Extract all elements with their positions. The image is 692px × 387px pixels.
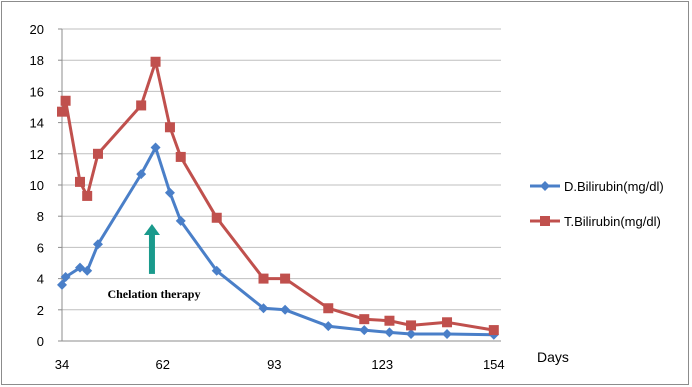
legend: D.Bilirubin(mg/dl) T.Bilirubin(mg/dl) xyxy=(530,179,664,229)
data-point xyxy=(175,151,186,162)
data-point xyxy=(150,56,161,67)
gridlines xyxy=(62,28,501,311)
x-axis-title: Days xyxy=(537,349,569,365)
y-tick-label: 4 xyxy=(37,272,44,287)
y-tick-label: 6 xyxy=(37,240,44,255)
data-point xyxy=(92,148,103,159)
legend-entry: T.Bilirubin(mg/dl) xyxy=(530,214,661,229)
data-point xyxy=(57,279,67,290)
data-point xyxy=(280,273,291,284)
data-point xyxy=(359,325,370,336)
legend-label: T.Bilirubin(mg/dl) xyxy=(564,214,661,229)
x-tick-label: 93 xyxy=(267,357,281,372)
data-point xyxy=(136,169,147,180)
y-tick-label: 18 xyxy=(30,53,44,68)
data-point xyxy=(280,304,291,315)
data-point xyxy=(323,303,334,314)
data-point xyxy=(406,328,417,339)
y-tick-label: 16 xyxy=(30,84,44,99)
data-point xyxy=(442,328,453,339)
y-tick-label: 10 xyxy=(30,178,44,193)
y-tick-label: 20 xyxy=(30,22,44,37)
data-point xyxy=(384,315,395,326)
annotation-arrow-shaft xyxy=(148,234,155,274)
data-point xyxy=(74,176,85,187)
data-point xyxy=(211,212,222,223)
data-point xyxy=(323,321,334,332)
data-point xyxy=(74,262,85,273)
data-point xyxy=(211,265,222,276)
data-point xyxy=(258,273,269,284)
legend-label: D.Bilirubin(mg/dl) xyxy=(564,179,664,194)
data-point xyxy=(384,327,395,338)
x-tick-label: 154 xyxy=(483,357,505,372)
y-tick-label: 12 xyxy=(30,147,44,162)
x-tick-label: 123 xyxy=(371,357,393,372)
series-layer xyxy=(57,56,499,340)
annotation-layer: Chelation therapy xyxy=(107,224,200,301)
data-point xyxy=(136,100,147,111)
data-point xyxy=(164,122,175,133)
data-point xyxy=(57,106,67,117)
data-point xyxy=(258,303,269,314)
y-tick-label: 14 xyxy=(30,116,44,131)
series-2 xyxy=(57,56,499,336)
x-tick-label: 62 xyxy=(156,357,170,372)
y-tick-label: 8 xyxy=(37,209,44,224)
data-point xyxy=(406,320,417,331)
data-point xyxy=(150,142,161,153)
data-point xyxy=(60,95,71,106)
y-tick-label: 0 xyxy=(37,334,44,349)
data-point xyxy=(92,239,103,250)
axes: 0 2 4 6 8 10 12 14 16 18 20 34 62 93 123 154 xyxy=(30,22,505,372)
data-point xyxy=(175,215,186,226)
annotation-text: Chelation therapy xyxy=(107,287,200,301)
legend-entry: D.Bilirubin(mg/dl) xyxy=(530,179,664,194)
data-point xyxy=(359,314,370,325)
data-point xyxy=(488,325,499,336)
data-point xyxy=(82,265,93,276)
annotation-arrow-head xyxy=(143,224,160,235)
data-point xyxy=(82,190,93,201)
series-1 xyxy=(57,142,499,340)
x-tick-label: 34 xyxy=(55,357,69,372)
data-point xyxy=(60,272,71,283)
data-point xyxy=(442,317,453,328)
series-line xyxy=(60,146,494,337)
legend-marker xyxy=(540,181,550,191)
legend-marker xyxy=(540,216,550,226)
data-point xyxy=(164,187,175,198)
y-tick-label: 2 xyxy=(37,303,44,318)
